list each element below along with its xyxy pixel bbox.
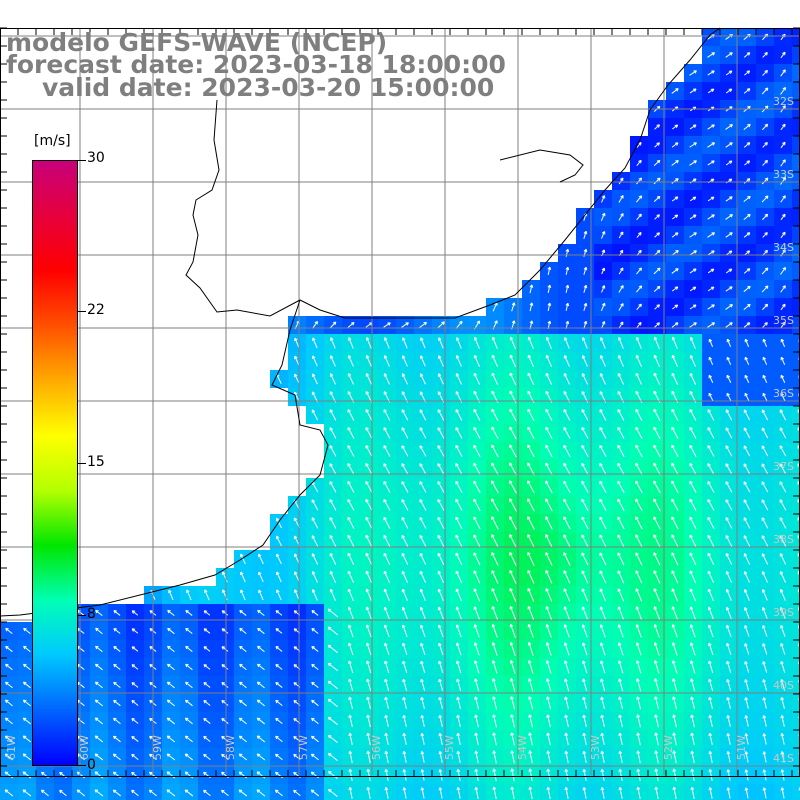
speed-cell bbox=[36, 784, 54, 800]
speed-cell bbox=[792, 532, 800, 550]
speed-cell bbox=[90, 784, 108, 800]
speed-cell bbox=[792, 172, 800, 190]
speed-cell bbox=[324, 784, 342, 800]
longitude-label: 56W bbox=[370, 735, 383, 760]
speed-cell bbox=[792, 280, 800, 298]
speed-cell bbox=[792, 514, 800, 532]
colorbar-frame bbox=[32, 160, 78, 766]
speed-cell bbox=[306, 784, 324, 800]
speed-cell bbox=[234, 784, 252, 800]
colorbar-tick-15: 15 bbox=[87, 454, 105, 470]
speed-cell bbox=[792, 640, 800, 658]
colorbar-tick-mark bbox=[78, 311, 86, 312]
speed-cell bbox=[198, 784, 216, 800]
speed-cell bbox=[126, 784, 144, 800]
longitude-label: 51W bbox=[735, 735, 748, 760]
colorbar-tick-30: 30 bbox=[87, 150, 105, 166]
speed-cell bbox=[792, 622, 800, 640]
speed-cell bbox=[792, 568, 800, 586]
speed-cell bbox=[54, 784, 72, 800]
wind-speed-field bbox=[0, 28, 800, 800]
colorbar-tick-mark bbox=[78, 765, 86, 766]
speed-cell bbox=[108, 784, 126, 800]
speed-cell bbox=[792, 316, 800, 334]
longitude-label: 57W bbox=[297, 735, 310, 760]
title-valid-date: valid date: 2023-03-20 15:00:00 bbox=[42, 73, 495, 102]
speed-cell bbox=[792, 424, 800, 442]
speed-cell bbox=[792, 262, 800, 280]
speed-cell bbox=[792, 496, 800, 514]
colorbar-tick-22: 22 bbox=[87, 302, 105, 318]
speed-cell bbox=[792, 370, 800, 388]
speed-cell bbox=[792, 334, 800, 352]
latitude-label: 38S bbox=[773, 533, 794, 546]
colorbar-tick-mark bbox=[78, 463, 86, 464]
speed-cell bbox=[792, 388, 800, 406]
longitude-label: 55W bbox=[443, 735, 456, 760]
speed-cell bbox=[252, 784, 270, 800]
speed-cell bbox=[792, 352, 800, 370]
speed-cell bbox=[792, 406, 800, 424]
colorbar-tick-mark bbox=[78, 160, 86, 161]
speed-cell bbox=[288, 784, 306, 800]
speed-cell bbox=[792, 730, 800, 748]
speed-cell bbox=[270, 784, 288, 800]
speed-cell bbox=[162, 784, 180, 800]
latitude-label: 41S bbox=[773, 752, 794, 765]
latitude-label: 33S bbox=[773, 168, 794, 181]
speed-cell bbox=[792, 442, 800, 460]
speed-cell bbox=[792, 136, 800, 154]
colorbar-unit: [m/s] bbox=[34, 133, 71, 149]
latitude-label: 40S bbox=[773, 679, 794, 692]
speed-cell bbox=[792, 586, 800, 604]
longitude-label: 52W bbox=[662, 735, 675, 760]
colorbar-tick-mark bbox=[78, 615, 86, 616]
speed-cell bbox=[792, 208, 800, 226]
colorbar-tick-8: 8 bbox=[87, 606, 96, 622]
speed-cell bbox=[792, 694, 800, 712]
speed-cell bbox=[792, 28, 800, 46]
speed-cell bbox=[792, 658, 800, 676]
speed-cell bbox=[792, 46, 800, 64]
speed-cell bbox=[792, 478, 800, 496]
speed-cell bbox=[792, 784, 800, 800]
latitude-label: 37S bbox=[773, 460, 794, 473]
speed-cell bbox=[792, 604, 800, 622]
speed-cell bbox=[792, 298, 800, 316]
latitude-label: 36S bbox=[773, 387, 794, 400]
speed-cell bbox=[792, 244, 800, 262]
speed-cell bbox=[792, 154, 800, 172]
colorbar-tick-0: 0 bbox=[87, 757, 96, 773]
speed-cell bbox=[792, 190, 800, 208]
latitude-label: 34S bbox=[773, 241, 794, 254]
speed-cell bbox=[18, 784, 36, 800]
speed-cell bbox=[72, 784, 90, 800]
speed-cell bbox=[144, 784, 162, 800]
latitude-label: 35S bbox=[773, 314, 794, 327]
longitude-label: 53W bbox=[589, 735, 602, 760]
longitude-label: 54W bbox=[516, 735, 529, 760]
speed-cell bbox=[792, 64, 800, 82]
speed-cell bbox=[792, 712, 800, 730]
speed-cell bbox=[792, 82, 800, 100]
latitude-label: 32S bbox=[773, 95, 794, 108]
speed-cell bbox=[792, 766, 800, 784]
longitude-label: 61W bbox=[5, 735, 18, 760]
speed-cell bbox=[792, 226, 800, 244]
speed-cell bbox=[180, 784, 198, 800]
speed-cell bbox=[792, 460, 800, 478]
longitude-label: 59W bbox=[151, 735, 164, 760]
speed-cell bbox=[792, 550, 800, 568]
latitude-label: 39S bbox=[773, 606, 794, 619]
speed-cell bbox=[0, 784, 18, 800]
speed-cell bbox=[216, 784, 234, 800]
longitude-label: 58W bbox=[224, 735, 237, 760]
speed-cell bbox=[792, 118, 800, 136]
